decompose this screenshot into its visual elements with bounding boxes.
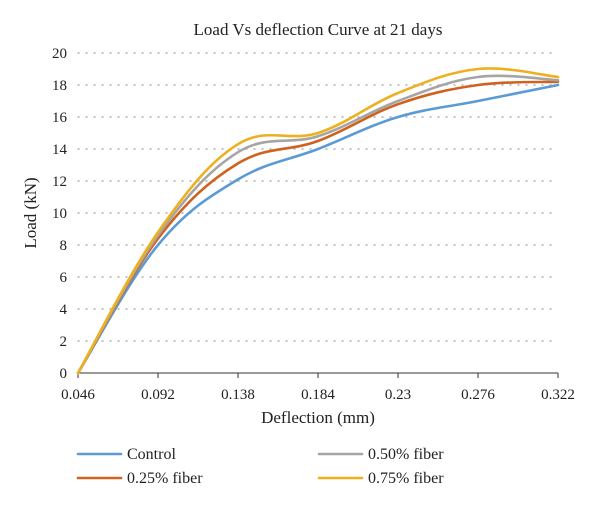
legend: Control 0.50% fiber 0.25% fiber 0.75% fiber [76,446,444,487]
x-tick-label: 0.046 [61,387,95,403]
legend-label-0-25-fiber: 0.25% fiber [127,470,203,487]
y-tick-label: 0 [60,366,68,382]
series-lines [76,67,560,375]
x-tick-label: 0.092 [141,387,175,403]
legend-label-0-50-fiber: 0.50% fiber [368,446,444,463]
grid-lines [77,52,559,342]
y-tick-label: 4 [60,302,68,318]
y-tick-label: 10 [52,206,67,222]
x-tick-label: 0.322 [541,387,575,403]
axes: 0 2 4 6 8 10 12 14 16 18 20 0.046 0.092 0.138 0.184 0.2… [52,46,575,403]
x-axis-label: Deflection (mm) [261,408,375,427]
legend-label-control: Control [127,446,176,463]
y-tick-label: 2 [60,334,68,350]
x-tick-label: 0.276 [461,387,495,403]
x-tick-label: 0.184 [301,387,335,403]
x-tick-label: 0.23 [385,387,411,403]
y-tick-label: 20 [52,46,67,62]
y-tick-label: 18 [52,78,67,94]
y-tick-label: 8 [60,238,68,254]
y-tick-label: 16 [52,110,68,126]
series-line-control [76,83,560,375]
x-tick-label: 0.138 [221,387,255,403]
y-tick-label: 14 [52,142,68,158]
series-line-0-50-fiber [76,74,560,375]
legend-label-0-75-fiber: 0.75% fiber [368,470,444,487]
y-tick-label: 6 [60,270,68,286]
y-tick-label: 12 [52,174,67,190]
chart-title: Load Vs deflection Curve at 21 days [194,20,443,39]
y-axis-label: Load (kN) [21,177,40,248]
series-line-0-25-fiber [76,80,560,375]
series-line-0-75-fiber [76,67,560,375]
